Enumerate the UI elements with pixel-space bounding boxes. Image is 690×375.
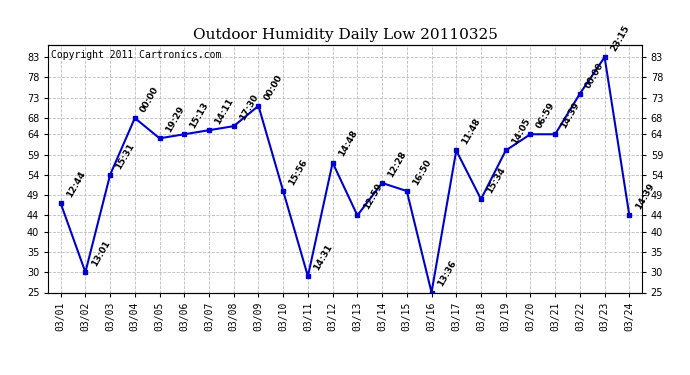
Text: 17:30: 17:30 (238, 93, 260, 122)
Text: 19:29: 19:29 (164, 105, 186, 134)
Text: 14:39: 14:39 (560, 100, 582, 130)
Text: 13:36: 13:36 (435, 259, 457, 288)
Text: 15:13: 15:13 (188, 101, 210, 130)
Text: 15:34: 15:34 (485, 166, 507, 195)
Text: Copyright 2011 Cartronics.com: Copyright 2011 Cartronics.com (51, 50, 221, 60)
Text: 12:28: 12:28 (386, 150, 408, 179)
Text: 23:15: 23:15 (609, 24, 631, 53)
Text: 14:05: 14:05 (510, 117, 532, 146)
Text: 00:00: 00:00 (139, 85, 161, 114)
Text: 14:31: 14:31 (312, 243, 334, 272)
Text: 16:50: 16:50 (411, 158, 433, 187)
Text: 15:31: 15:31 (115, 141, 137, 171)
Text: 12:44: 12:44 (65, 170, 87, 199)
Text: 13:01: 13:01 (90, 239, 112, 268)
Text: 06:59: 06:59 (535, 101, 557, 130)
Text: 00:00: 00:00 (584, 61, 606, 90)
Title: Outdoor Humidity Daily Low 20110325: Outdoor Humidity Daily Low 20110325 (193, 28, 497, 42)
Text: 00:00: 00:00 (263, 73, 284, 102)
Text: 14:11: 14:11 (213, 97, 235, 126)
Text: 12:59: 12:59 (362, 182, 384, 211)
Text: 14:48: 14:48 (337, 129, 359, 159)
Text: 15:56: 15:56 (287, 158, 309, 187)
Text: 11:48: 11:48 (460, 117, 482, 146)
Text: 14:39: 14:39 (633, 182, 656, 211)
